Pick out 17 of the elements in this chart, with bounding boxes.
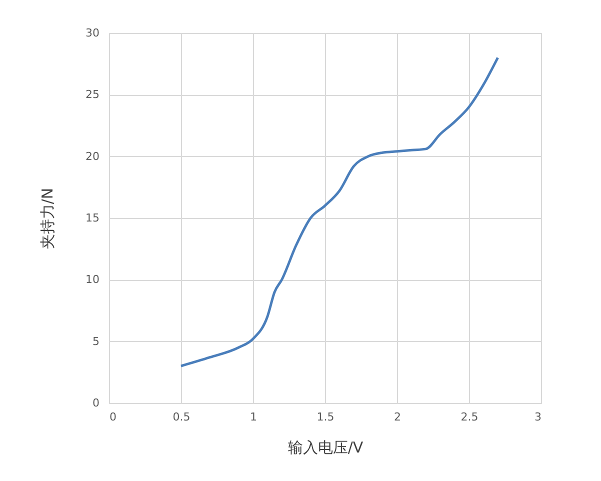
y-tick-label: 30	[86, 26, 100, 40]
y-tick-label: 0	[92, 396, 100, 410]
y-axis-title: 夹持力/N	[38, 188, 57, 250]
x-tick-label: 0.5	[172, 410, 190, 424]
y-tick-label: 25	[86, 88, 100, 102]
x-tick-label: 2	[394, 410, 401, 424]
y-tick-label: 10	[86, 273, 100, 286]
x-tick-label: 1.5	[316, 410, 334, 424]
y-tick-label: 20	[86, 150, 100, 163]
x-tick-label: 1	[250, 410, 257, 424]
x-tick-label: 3	[534, 410, 542, 424]
x-tick-label: 2.5	[460, 410, 478, 424]
y-tick-label: 15	[86, 212, 100, 224]
x-tick-label: 0	[110, 410, 116, 424]
x-axis-title: 输入电压/V	[288, 438, 364, 456]
line-series	[180, 56, 500, 368]
y-tick-label: 5	[92, 334, 100, 348]
